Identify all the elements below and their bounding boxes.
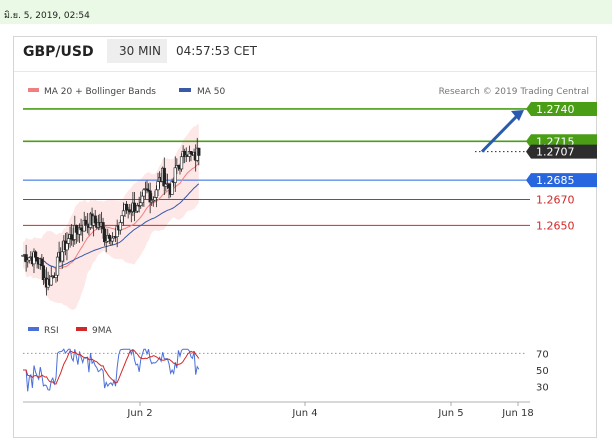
- candle-body: [121, 210, 126, 217]
- candle-body: [40, 258, 44, 267]
- candle-body: [173, 167, 177, 183]
- chart-header: GBP/USD 30 MIN 04:57:53 CET: [14, 37, 596, 67]
- level-label: 1.2685: [536, 174, 575, 187]
- candle-body: [189, 151, 193, 155]
- rsi-tick-label: 70: [536, 349, 549, 360]
- candle-body: [54, 274, 58, 278]
- candle-body: [35, 257, 39, 262]
- candle-body: [101, 222, 105, 230]
- copyright-label: Research © 2019 Trading Central: [439, 87, 589, 97]
- rsi-tick-label: 30: [536, 383, 549, 394]
- level-tag: [526, 144, 597, 159]
- candle-body: [55, 256, 60, 276]
- timeframe-badge[interactable]: 30 MIN: [107, 39, 167, 63]
- candle-body: [125, 203, 129, 211]
- candle-body: [167, 183, 171, 189]
- rsi-legend-swatch: [28, 327, 39, 331]
- rsi-panel: 70 50 30: [23, 348, 549, 394]
- price-levels: [23, 108, 530, 226]
- candle-body: [156, 181, 160, 191]
- candle-body: [154, 189, 159, 198]
- rsi-legend-label: RSI: [44, 326, 59, 336]
- ma9-legend-label: 9MA: [92, 326, 112, 336]
- candle-body: [120, 215, 124, 223]
- candle-body: [66, 238, 71, 244]
- level-label: 1.2670: [536, 194, 575, 207]
- candle-body: [74, 225, 78, 233]
- candle-body: [93, 215, 97, 224]
- ma20-legend-label: MA 20 + Bollinger Bands: [44, 87, 156, 97]
- rsi-ma9-line: [23, 349, 200, 385]
- candle-body: [70, 234, 74, 240]
- currency-pair: GBP/USD: [23, 44, 94, 60]
- forecast-arrow-head: [511, 109, 524, 121]
- level-tag: [526, 173, 597, 188]
- x-tick-label: Jun 5: [437, 408, 463, 419]
- candle-body: [140, 195, 144, 204]
- forecast-arrow-shaft: [480, 112, 521, 153]
- level-tag: [526, 101, 597, 116]
- rsi-tick-label: 50: [536, 366, 549, 377]
- header-divider: [14, 71, 596, 72]
- x-axis: Jun 2 Jun 4 Jun 5 Jun 18: [23, 401, 534, 419]
- candle-body: [107, 235, 111, 239]
- candle-body: [49, 276, 53, 286]
- candle-body: [65, 243, 69, 251]
- forecast-arrow: [480, 109, 524, 153]
- level-label: 1.2707: [536, 146, 575, 159]
- level-label: 1.2740: [536, 103, 575, 116]
- x-tick-label: Jun 18: [501, 408, 534, 419]
- candle-body: [41, 265, 46, 281]
- level-label: 1.2650: [536, 219, 575, 232]
- ma20-legend-swatch: [28, 88, 39, 92]
- candle-body: [153, 197, 157, 201]
- x-tick-label: Jun 4: [291, 408, 317, 419]
- rsi-line: [23, 348, 200, 392]
- candles: [21, 137, 201, 296]
- candle-body: [139, 202, 143, 206]
- candle-body: [142, 189, 146, 197]
- candle-body: [132, 202, 137, 213]
- candle-body: [170, 181, 174, 195]
- timeframe-label: 30 MIN: [119, 44, 161, 58]
- candle-body: [60, 251, 64, 262]
- candle-body: [197, 147, 201, 156]
- ma9-legend-swatch: [76, 327, 87, 331]
- time-label: 04:57:53 CET: [176, 44, 257, 58]
- timestamp-bar: มิ.ย. 5, 2019, 02:54: [0, 0, 612, 24]
- candle-body: [33, 251, 38, 258]
- x-tick-label: Jun 2: [126, 408, 152, 419]
- candle-body: [103, 228, 107, 243]
- candle-body: [179, 156, 184, 170]
- candle-body: [118, 222, 122, 231]
- ma50-legend-swatch: [179, 88, 191, 92]
- candle-body: [110, 237, 115, 242]
- timestamp: มิ.ย. 5, 2019, 02:54: [4, 11, 90, 21]
- candle-body: [162, 167, 166, 187]
- ma50-legend-label: MA 50: [197, 87, 226, 97]
